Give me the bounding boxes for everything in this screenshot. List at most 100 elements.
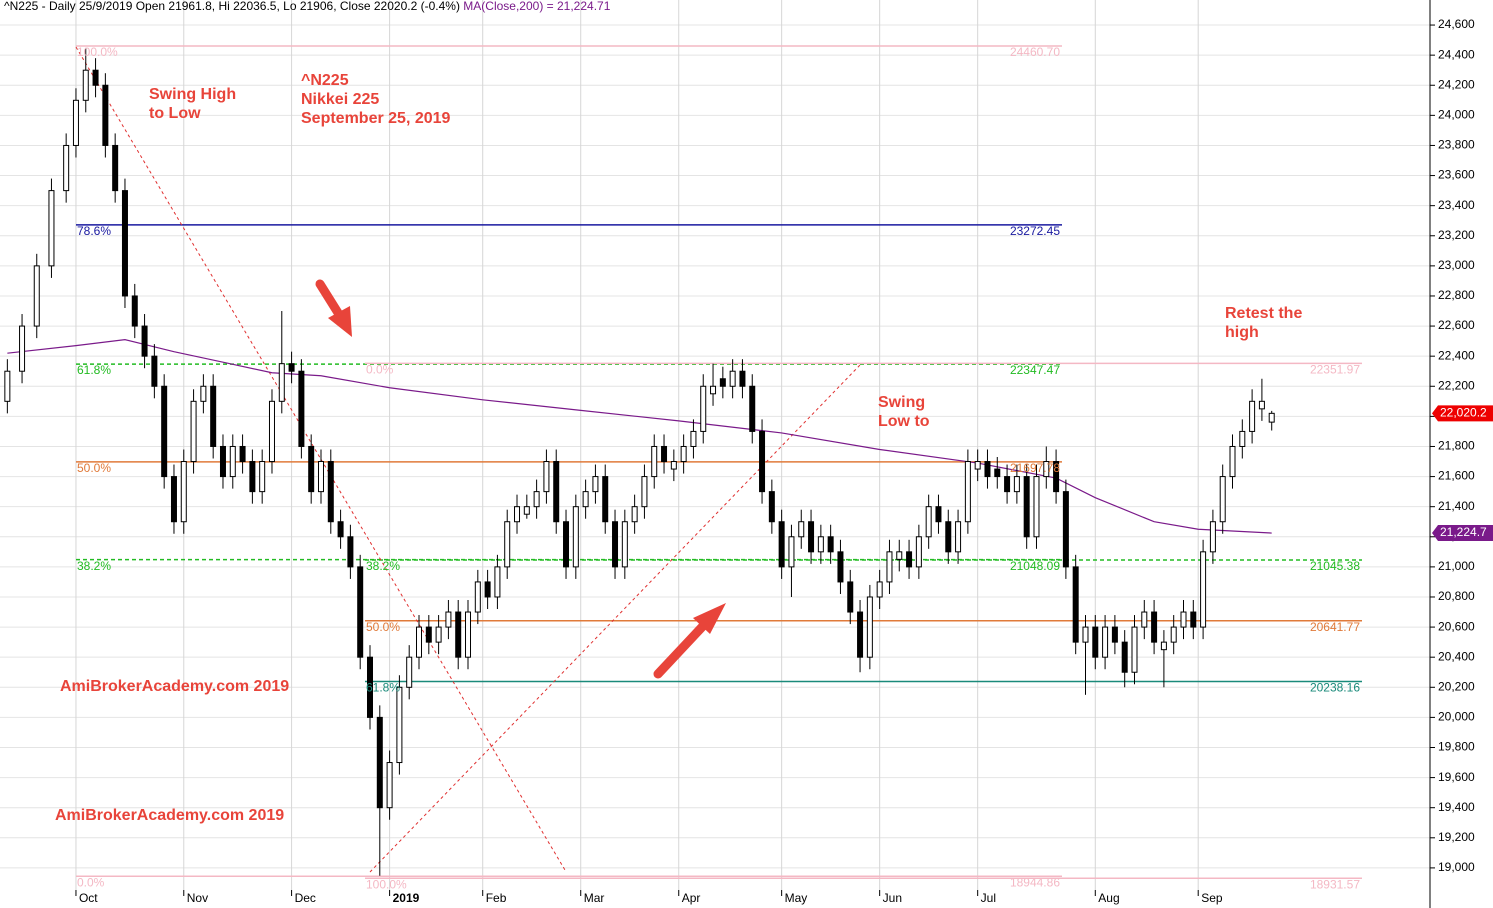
candle-body xyxy=(210,385,217,447)
fib-value: 18944.86 xyxy=(1010,875,1060,889)
x-tick-label: 2019 xyxy=(393,891,420,905)
fib-value: 22347.47 xyxy=(1010,363,1060,377)
annotation: Retest the xyxy=(1225,305,1302,322)
candle-body xyxy=(1200,551,1207,628)
fib-value: 18931.57 xyxy=(1310,877,1360,891)
candle-body xyxy=(406,656,413,688)
candle-body xyxy=(670,461,677,470)
candle-body xyxy=(288,363,295,372)
candle-body xyxy=(180,461,187,523)
fib-value: 23272.45 xyxy=(1010,224,1060,238)
candle-body xyxy=(700,385,707,432)
candle-body xyxy=(1092,626,1099,658)
price-tag xyxy=(1432,405,1493,422)
candle-body xyxy=(572,506,579,568)
candle-body xyxy=(592,476,599,493)
candle-body xyxy=(543,461,550,493)
y-tick-label: 22,400 xyxy=(1438,348,1475,362)
candle-body xyxy=(719,378,726,387)
candle-body xyxy=(935,506,942,523)
candle-body xyxy=(906,551,913,568)
candle-body xyxy=(651,445,658,478)
candle-body xyxy=(1072,566,1079,643)
candle-body xyxy=(798,521,805,538)
annotation: Swing High xyxy=(149,86,236,103)
y-tick-label: 23,600 xyxy=(1438,168,1475,182)
candle-body xyxy=(680,445,687,463)
candle-body xyxy=(768,491,775,523)
y-tick-label: 23,200 xyxy=(1438,228,1475,242)
candle-body xyxy=(33,265,40,327)
annotation: AmiBrokerAcademy.com 2019 xyxy=(60,678,289,695)
fib-level: 78.6% xyxy=(77,224,111,238)
candle-body xyxy=(504,521,511,568)
candle-body xyxy=(1102,626,1109,658)
y-tick-label: 21,800 xyxy=(1438,439,1475,453)
x-tick-label: May xyxy=(785,891,808,905)
fib-level: 61.8% xyxy=(77,363,111,377)
candle-body xyxy=(847,581,854,613)
fib-level: 38.2% xyxy=(366,559,400,573)
candle-body xyxy=(435,626,442,643)
candle-body xyxy=(964,461,971,523)
candle-body xyxy=(219,445,226,478)
candle-body xyxy=(866,596,873,658)
candle-body xyxy=(376,716,383,809)
candle-body xyxy=(827,536,834,553)
candle-body xyxy=(4,370,11,402)
candle-body xyxy=(141,325,148,357)
candle-body xyxy=(739,370,746,387)
candle-body xyxy=(161,385,168,478)
candle-body xyxy=(63,144,70,192)
labels: 19,000 19,200 19,400 19,600 19,800 20,000 20,2… xyxy=(55,17,1493,905)
candle-body xyxy=(974,461,981,470)
candle-body xyxy=(131,295,138,327)
candle-body xyxy=(190,400,197,463)
y-tick-label: 24,400 xyxy=(1438,47,1475,61)
candle-body xyxy=(817,536,824,553)
candle-body xyxy=(327,461,334,523)
candle-body xyxy=(1170,626,1177,643)
y-tick-label: 20,400 xyxy=(1438,649,1475,663)
y-tick-label: 20,200 xyxy=(1438,679,1475,693)
fib-level: 50.0% xyxy=(366,620,400,634)
candle-body xyxy=(1249,400,1256,432)
annotation: to Low xyxy=(149,105,201,122)
y-tick-label: 22,600 xyxy=(1438,318,1475,332)
header: ^N225 - Daily 25/9/2019 Open 21961.8, Hi… xyxy=(4,0,611,13)
x-tick-label: Dec xyxy=(295,891,316,905)
candle-body xyxy=(661,445,668,463)
candle-body xyxy=(121,190,128,297)
y-tick-label: 21,400 xyxy=(1438,499,1475,513)
candle-body xyxy=(268,400,275,463)
candle-body xyxy=(82,69,89,101)
candle-body xyxy=(1004,476,1011,493)
y-tick-label: 23,800 xyxy=(1438,138,1475,152)
header-ma: MA(Close,200) = 21,224.71 xyxy=(463,0,610,13)
y-tick-label: 24,000 xyxy=(1438,108,1475,122)
candle-body xyxy=(229,445,236,478)
candle-body xyxy=(357,566,364,658)
y-tick-label: 23,000 xyxy=(1438,258,1475,272)
candle-body xyxy=(1229,445,1236,478)
candle-body xyxy=(523,506,530,515)
candle-body xyxy=(259,461,266,493)
candle-body xyxy=(1151,611,1158,643)
candle-body xyxy=(347,536,354,568)
y-tick-label: 19,600 xyxy=(1438,770,1475,784)
y-tick-label: 22,200 xyxy=(1438,378,1475,392)
fib-level: 100.0% xyxy=(366,877,407,891)
candle-body xyxy=(1209,521,1216,553)
arrow xyxy=(315,279,352,337)
fib-value: 24460.70 xyxy=(1010,45,1060,59)
moving-average xyxy=(7,339,1272,534)
candle-body xyxy=(386,762,393,809)
candle-body xyxy=(837,551,844,583)
candle-body xyxy=(759,430,766,493)
candle-body xyxy=(690,430,697,447)
candle-body xyxy=(200,385,207,402)
candle-body xyxy=(92,69,99,86)
fib-level: 61.8% xyxy=(366,681,400,695)
